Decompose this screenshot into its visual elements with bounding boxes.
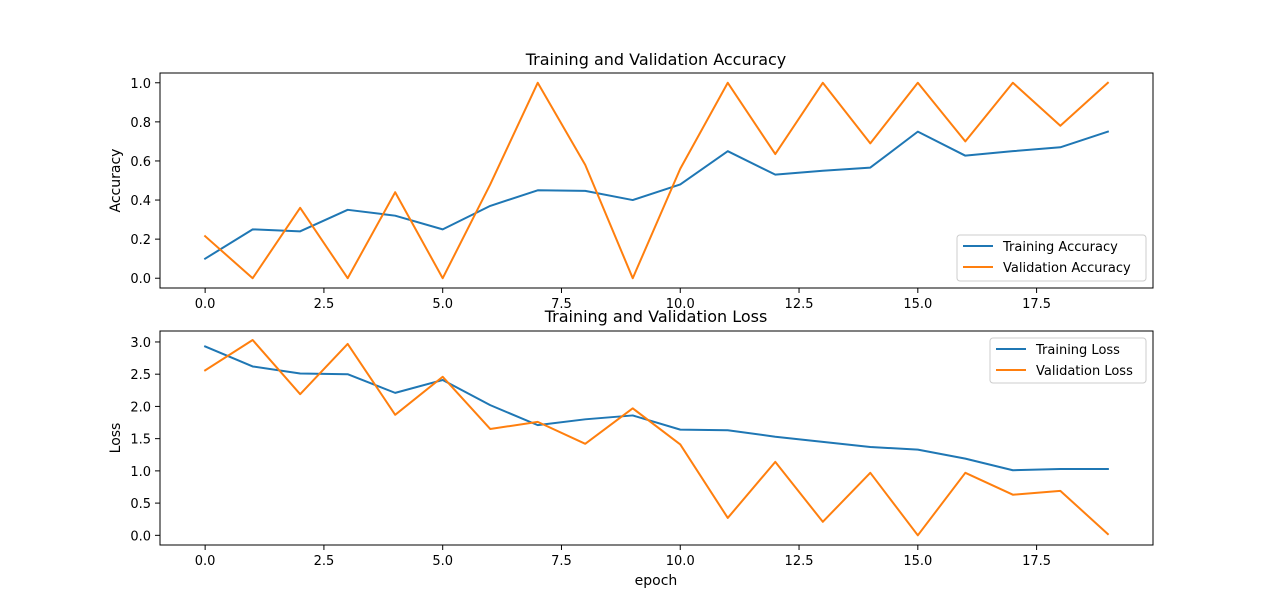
accuracy-x-ticks: 0.0 2.5 5.0 7.5 10.0 12.5 15.0 17.5 (195, 288, 1051, 312)
loss-x-axis-label: epoch (635, 573, 678, 589)
loss-x-tick-label: 5.0 (432, 554, 453, 569)
accuracy-y-axis-label: Accuracy (108, 149, 124, 213)
accuracy-plot-lines (203, 81, 1110, 280)
accuracy-legend-box (956, 234, 1147, 282)
accuracy-legend: Training Accuracy Validation Accuracy (956, 234, 1147, 282)
loss-y-tick-label: 2.0 (130, 400, 151, 415)
accuracy-x-tick-label: 0.0 (195, 297, 216, 312)
loss-y-axis-label: Loss (108, 423, 124, 454)
accuracy-subplot: Training and Validation Accuracy Accurac… (108, 50, 1154, 312)
loss-x-tick-label: 2.5 (314, 554, 335, 569)
loss-legend-box (989, 337, 1147, 384)
accuracy-y-tick-label: 0.4 (130, 194, 151, 209)
loss-x-tick-label: 0.0 (195, 554, 216, 569)
loss-x-tick-label: 15.0 (903, 554, 932, 569)
accuracy-x-tick-label: 17.5 (1022, 297, 1051, 312)
accuracy-y-ticks: 0.0 0.2 0.4 0.6 0.8 1.0 (130, 77, 160, 287)
loss-y-tick-label: 1.0 (130, 465, 151, 480)
accuracy-training-accuracy-line (203, 130, 1110, 261)
loss-y-tick-label: 0.5 (130, 497, 151, 512)
accuracy-y-tick-label: 0.6 (130, 155, 151, 170)
loss-legend: Training Loss Validation Loss (989, 337, 1147, 384)
accuracy-y-tick-label: 0.0 (130, 272, 151, 287)
accuracy-x-tick-label: 15.0 (903, 297, 932, 312)
accuracy-y-tick-label: 0.8 (130, 116, 151, 131)
loss-x-ticks: 0.0 2.5 5.0 7.5 10.0 12.5 15.0 17.5 (195, 545, 1051, 569)
loss-y-tick-label: 0.0 (130, 529, 151, 544)
loss-x-tick-label: 17.5 (1022, 554, 1051, 569)
loss-y-tick-label: 2.5 (130, 368, 151, 383)
loss-legend-validation-label: Validation Loss (1036, 364, 1133, 379)
accuracy-x-tick-label: 2.5 (314, 297, 335, 312)
loss-legend-training-label: Training Loss (1035, 343, 1120, 358)
loss-chart-title: Training and Validation Loss (544, 307, 768, 326)
loss-validation-loss-line (203, 339, 1110, 537)
accuracy-legend-validation-label: Validation Accuracy (1003, 261, 1131, 276)
accuracy-y-tick-label: 1.0 (130, 77, 151, 92)
accuracy-legend-training-label: Training Accuracy (1002, 240, 1118, 255)
accuracy-validation-accuracy-line (203, 81, 1110, 280)
loss-y-tick-label: 1.5 (130, 433, 151, 448)
loss-plot-lines (203, 339, 1110, 537)
accuracy-y-tick-label: 0.2 (130, 233, 151, 248)
accuracy-plot-frame (159, 72, 1154, 289)
loss-x-tick-label: 12.5 (785, 554, 814, 569)
loss-training-loss-line (203, 345, 1109, 472)
loss-y-tick-label: 3.0 (130, 336, 151, 351)
loss-y-ticks: 0.0 0.5 1.0 1.5 2.0 2.5 3.0 (130, 336, 160, 544)
loss-x-tick-label: 7.5 (551, 554, 572, 569)
accuracy-chart-title: Training and Validation Accuracy (525, 50, 787, 69)
loss-plot-frame (159, 330, 1154, 546)
accuracy-x-tick-label: 12.5 (785, 297, 814, 312)
accuracy-x-tick-label: 10.0 (666, 297, 695, 312)
loss-subplot: Training and Validation Loss Loss epoch … (108, 307, 1154, 589)
accuracy-x-tick-label: 5.0 (432, 297, 453, 312)
accuracy-x-tick-label: 7.5 (551, 297, 572, 312)
loss-x-tick-label: 10.0 (666, 554, 695, 569)
